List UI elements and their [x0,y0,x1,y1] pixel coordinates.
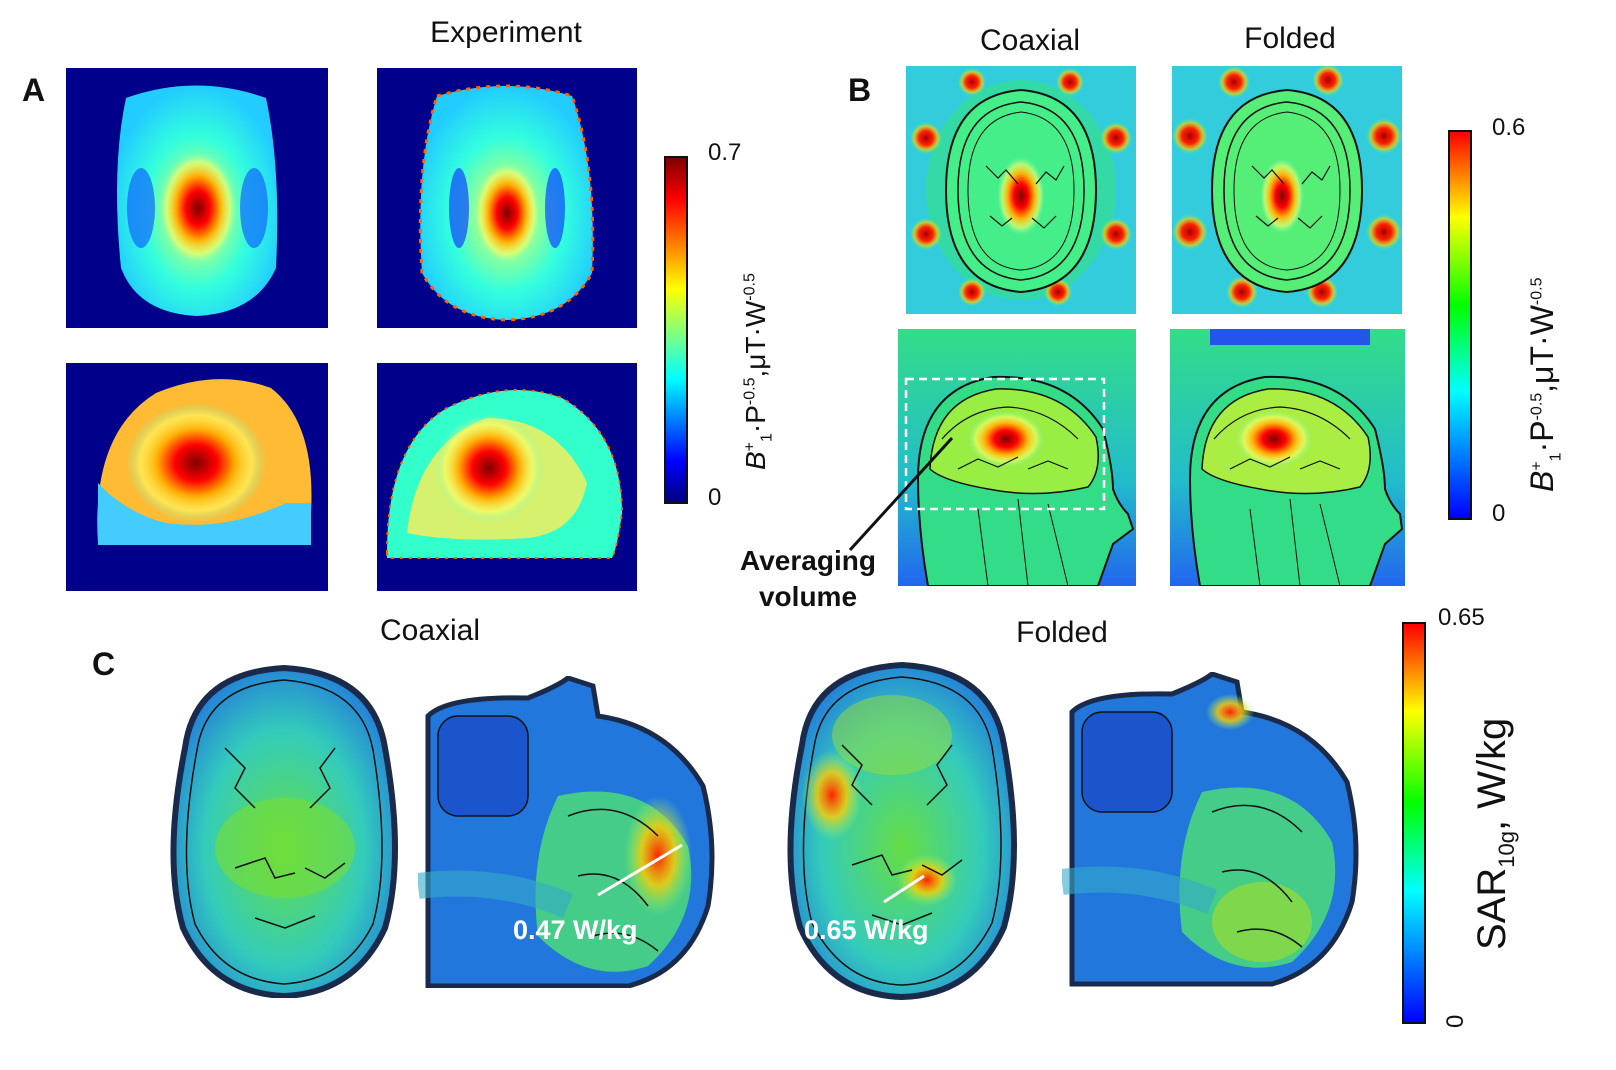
label-sub1: 1 [758,433,776,442]
panel-c-colorbar-min-text: 0 [1442,1014,1469,1028]
averaging-label-line2: volume [758,581,858,612]
label-sup1: + [1528,461,1546,471]
panel-b-coaxial-sagittal-map [898,329,1136,586]
label-sup3: -0.5 [1528,277,1546,306]
label-mid2: ,μT·W [740,300,771,378]
panel-a-letter: A [22,72,46,108]
panel-b-folded-axial-map [1172,66,1402,314]
panel-a-sim-coronal-map [66,363,328,591]
panel-b-colorbar [1448,130,1472,520]
label-b: B [740,451,771,470]
panel-a-colorbar-max: 0.7 [708,139,742,166]
panel-a-exp-coronal-map [377,363,637,591]
panel-b-colorbar-min: 0 [1492,500,1506,527]
averaging-label-line1: Averaging [740,545,876,576]
panel-b-col1-title: Coaxial [979,24,1081,57]
label-mid: ·P [1524,420,1560,453]
panel-a-colorbar [664,156,688,504]
panel-a-sim-axial-map [66,68,328,328]
panel-c-colorbar-min: 0 [1442,1015,1470,1028]
panel-c-colorbar-max: 0.65 [1438,604,1485,631]
label-mid: ·P [740,405,771,434]
label-mid2: ,μT·W [1524,305,1560,393]
panel-c-coaxial-sagittal-map [418,676,720,988]
panel-c-col2-title: Folded [1016,616,1108,649]
label-b: B [1524,470,1560,492]
panel-c-coaxial-peak-marker [597,843,683,897]
panel-c-folded-peak-marker [883,874,925,904]
panel-c-letter: C [92,646,116,682]
panel-c-colorbar-label: SAR10g, W/kg [1470,718,1520,950]
panel-b-folded-sagittal-map [1170,329,1405,586]
panel-c-folded-axial-map [772,655,1032,1000]
panel-b-col2-title: Folded [1244,22,1336,55]
label-sup3: -0.5 [741,273,759,301]
label-main: SAR [1470,867,1514,950]
averaging-volume-label: Averaging volume [728,543,888,615]
panel-b-colorbar-max: 0.6 [1492,114,1526,141]
panel-c-colorbar [1402,622,1426,1024]
label-sup2: -0.5 [1528,392,1546,421]
label-sup1: + [741,441,759,452]
panel-a-colorbar-min: 0 [708,484,722,511]
panel-c-folded-peak-label: 0.65 W/kg [804,915,929,945]
panel-b-letter: B [848,72,872,108]
panel-c-coaxial-peak-label: 0.47 W/kg [513,915,638,945]
panel-b-colorbar-label: B+1·P-0.5,μT·W-0.5 [1524,278,1565,492]
label-sub: 10g [1494,831,1519,868]
panel-b-coaxial-axial-map [906,66,1136,314]
label-sub1: 1 [1547,452,1565,462]
averaging-volume-pointer [848,436,954,552]
label-unit: , W/kg [1470,717,1514,832]
panel-a-colorbar-label: B+1·P-0.5,μT·W-0.5 [740,273,777,470]
panel-a-exp-axial-map [377,68,637,328]
panel-c-col1-title: Coaxial [379,614,481,647]
panel-c-coaxial-axial-map [155,658,413,998]
panel-a-column-title: Experiment [430,16,582,49]
panel-c-folded-sagittal-map [1062,672,1364,990]
label-sup2: -0.5 [741,377,759,406]
